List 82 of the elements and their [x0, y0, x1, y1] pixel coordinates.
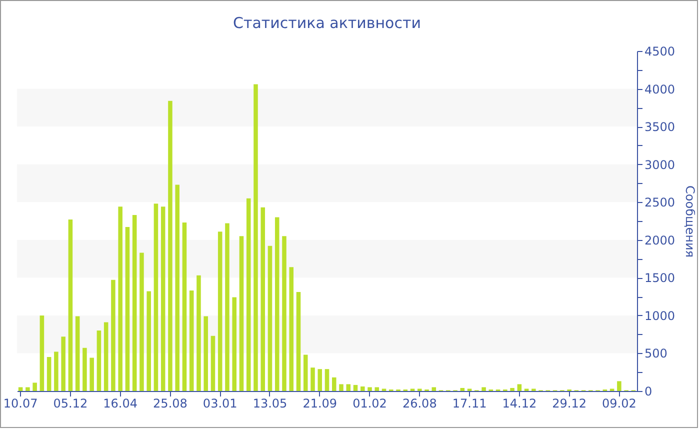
bar — [104, 322, 108, 391]
bar — [360, 386, 365, 391]
y-axis-title: Сообщения — [683, 185, 698, 258]
bar — [82, 348, 87, 391]
bar — [232, 297, 236, 391]
bar — [210, 336, 216, 391]
x-tick-label: 21.09 — [302, 396, 338, 410]
bar — [125, 227, 130, 391]
y-tick-label: 3000 — [644, 158, 676, 172]
y-tick-label: 1000 — [644, 308, 676, 323]
bar — [246, 198, 251, 391]
bar — [310, 368, 315, 391]
y-tick-label: 3500 — [644, 120, 676, 134]
bar — [196, 275, 201, 391]
bar — [61, 336, 66, 391]
bar — [204, 316, 208, 391]
bar — [517, 384, 522, 391]
bar — [260, 207, 265, 391]
bar — [140, 252, 144, 391]
y-tick-label: 0 — [644, 384, 652, 398]
bar — [96, 330, 102, 391]
bar — [482, 387, 486, 391]
y-tick-label: 4500 — [644, 44, 676, 58]
bar — [617, 381, 622, 391]
bar — [268, 246, 272, 391]
y-tick-label: 1500 — [644, 271, 676, 286]
bar — [32, 382, 37, 391]
x-tick-label: 16.04 — [103, 396, 138, 410]
y-tick-label: 2000 — [644, 233, 676, 248]
bar — [289, 267, 294, 391]
bar — [90, 358, 94, 391]
bar — [154, 204, 158, 391]
bar — [218, 232, 222, 391]
bar — [432, 387, 436, 391]
bar — [374, 387, 380, 391]
x-tick-label: 26.08 — [402, 396, 437, 410]
bar — [26, 387, 30, 391]
bar — [282, 236, 286, 391]
bar — [346, 384, 351, 391]
bar — [324, 369, 330, 391]
y-tick-label: 4000 — [644, 82, 676, 96]
x-tick-label: 29.12 — [552, 396, 586, 410]
x-tick-label: 09.02 — [602, 396, 636, 410]
bar — [146, 291, 151, 391]
bar — [353, 384, 358, 391]
bar — [175, 184, 180, 391]
bar — [75, 316, 80, 391]
bar — [189, 290, 194, 391]
bar — [118, 206, 122, 391]
chart-title: Статистика активности — [233, 14, 421, 32]
x-tick-label: 03.01 — [202, 396, 238, 410]
bar — [132, 214, 137, 391]
bar — [54, 352, 58, 391]
y-tick-label: 500 — [644, 346, 668, 361]
bar — [510, 388, 514, 391]
bar — [68, 219, 73, 391]
bar — [46, 357, 52, 391]
x-tick-label: 13.05 — [252, 396, 288, 410]
x-tick-label: 01.02 — [352, 396, 387, 410]
bar — [460, 388, 465, 391]
bar — [168, 100, 172, 391]
bar — [296, 292, 301, 391]
x-tick-label: 14.12 — [502, 396, 537, 410]
bar — [239, 236, 244, 391]
bar — [111, 280, 116, 391]
x-tick-label: 25.08 — [153, 396, 188, 410]
bar — [274, 217, 280, 391]
bar — [332, 377, 336, 391]
bar — [368, 387, 372, 391]
x-tick-label: 17.11 — [452, 396, 487, 410]
bar — [254, 84, 258, 391]
x-tick-label: 10.07 — [3, 396, 38, 410]
bar — [318, 369, 322, 391]
y-tick-label: 2500 — [644, 196, 676, 210]
x-tick-label: 05.12 — [53, 396, 88, 410]
bar — [303, 354, 308, 391]
bar — [225, 223, 230, 391]
bar — [40, 315, 44, 391]
bar — [182, 222, 187, 391]
bar — [339, 384, 344, 391]
bar — [18, 387, 23, 391]
bar — [160, 206, 166, 391]
